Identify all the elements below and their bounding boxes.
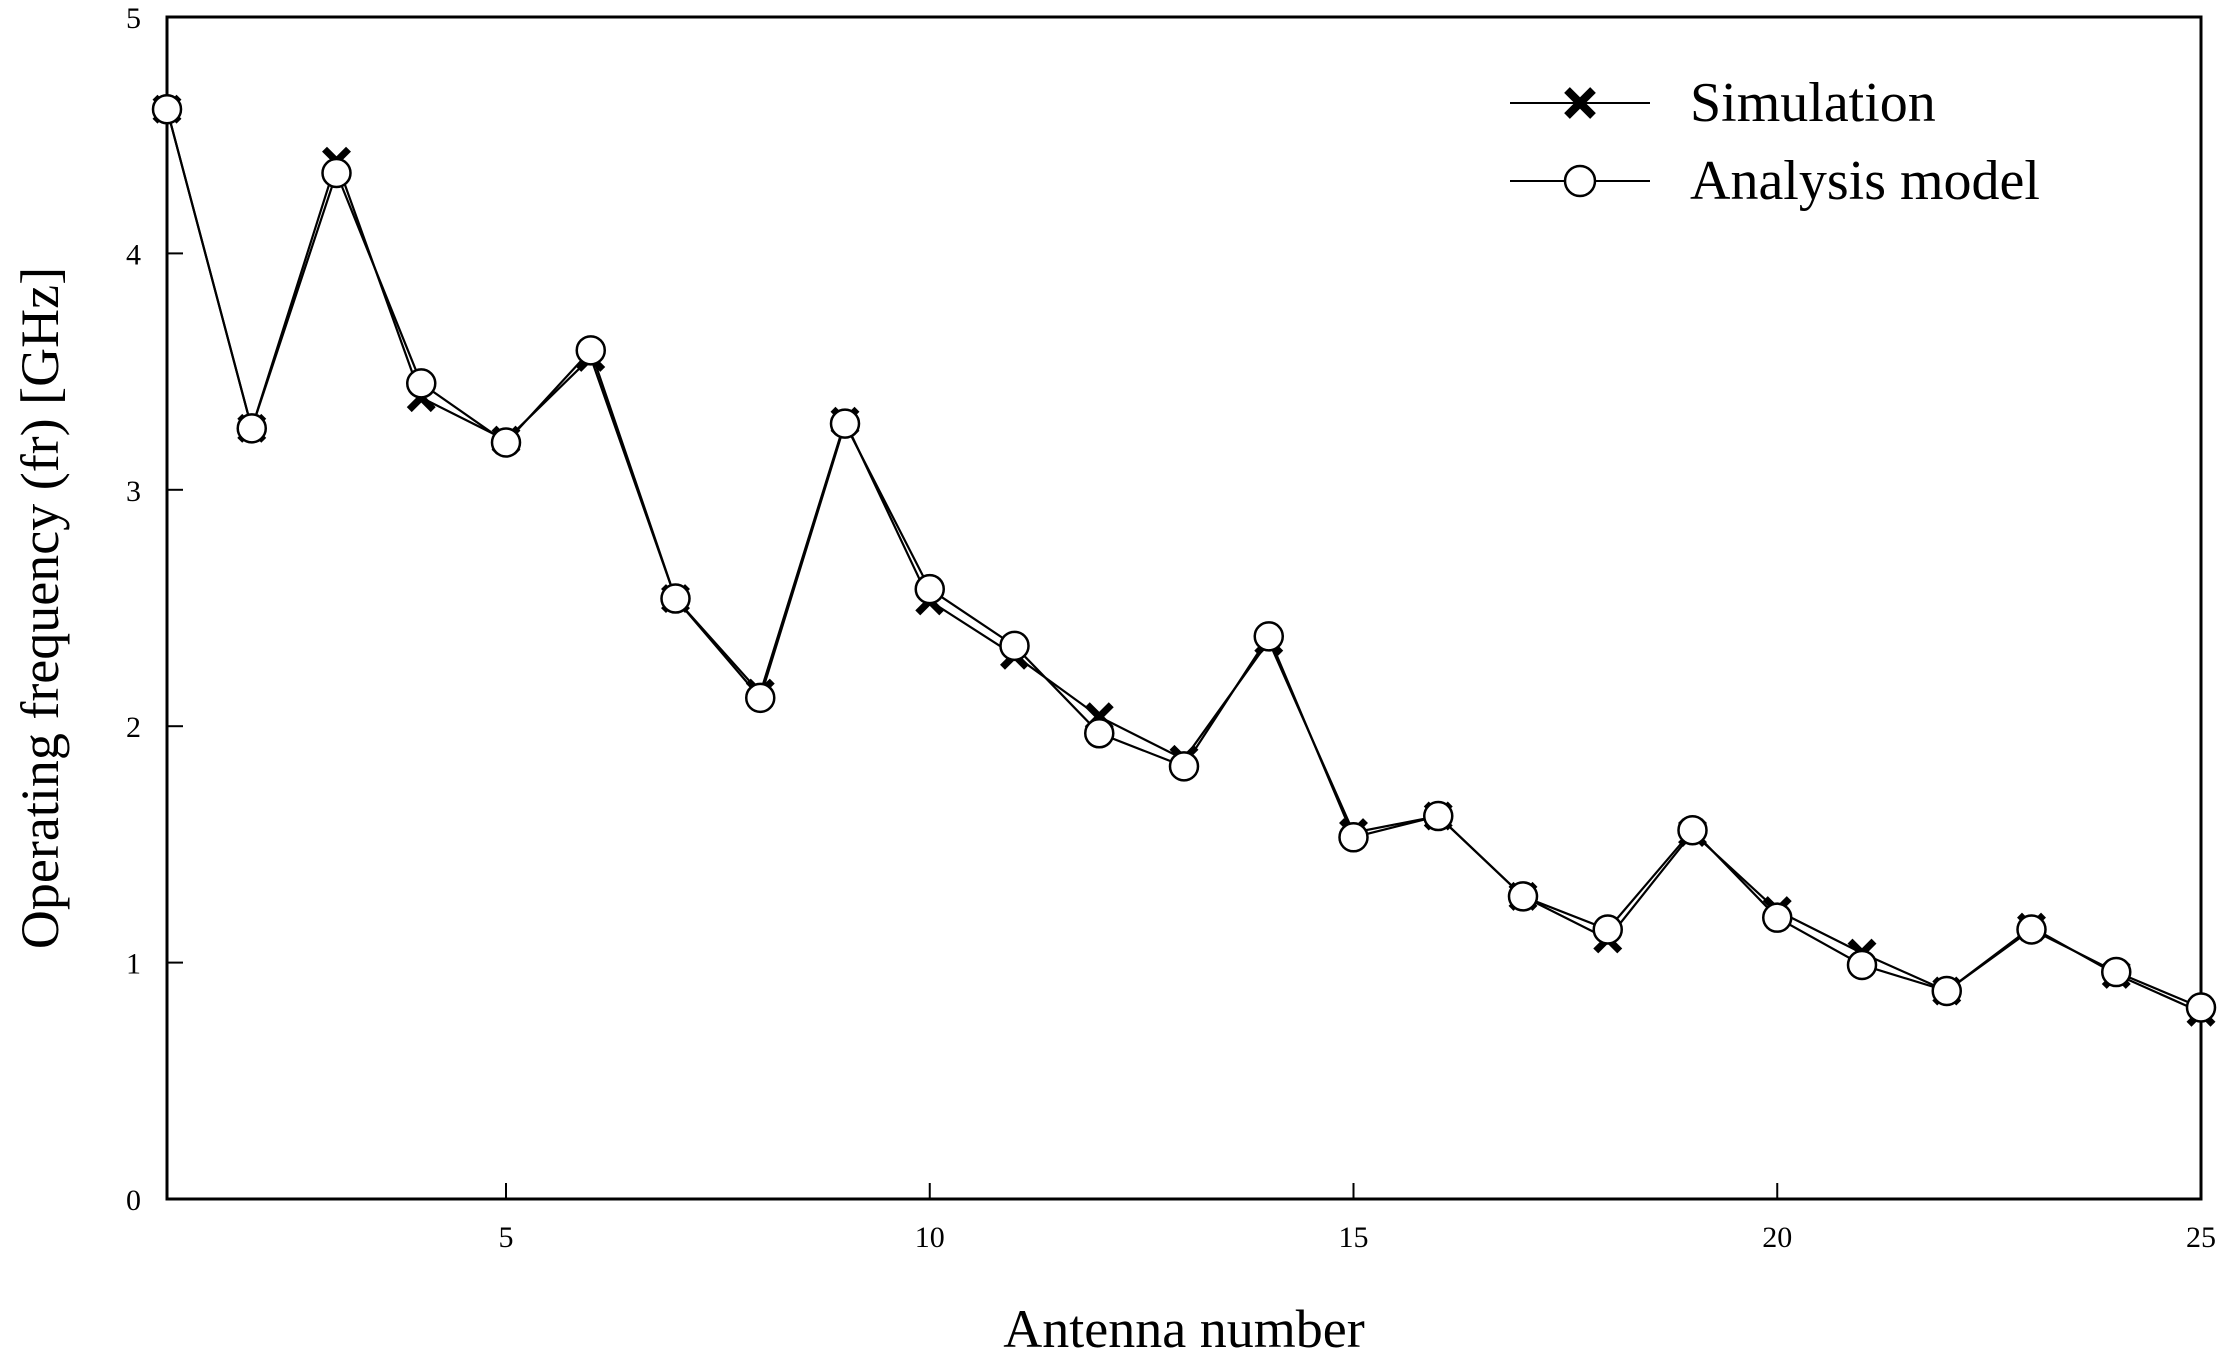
y-tick-label: 0 [126, 1184, 141, 1217]
axis-ticks: 0 1 2 3 4 5 5 10 15 20 25 [126, 2, 2216, 1254]
analysis-model-point [2185, 992, 2217, 1023]
x-tick-label: 25 [2186, 1221, 2216, 1254]
x-tick-label: 5 [499, 1221, 514, 1254]
analysis-model-point [999, 630, 1030, 662]
analysis-model-point [406, 368, 437, 399]
analysis-model-point [490, 427, 522, 458]
analysis-model-point [1423, 800, 1454, 832]
analysis-model-point [1592, 914, 1623, 945]
analysis-model-point [575, 335, 606, 366]
analysis-model-point [321, 157, 352, 189]
analysis-model-point [1253, 621, 1284, 652]
analysis-model-point [1084, 718, 1115, 749]
analysis-model-point [829, 408, 861, 439]
legend-marker-analysis [1563, 164, 1597, 198]
series-markers [151, 93, 2217, 1027]
analysis-model-point [151, 93, 183, 125]
analysis-model-point [2101, 956, 2132, 988]
analysis-model-point [1507, 881, 1539, 912]
analysis-model-point [1677, 814, 1708, 846]
analysis-model-point [660, 583, 691, 614]
y-tick-label: 5 [126, 2, 141, 35]
x-axis-title: Antenna number [1003, 1299, 1364, 1359]
analysis-model-point [1762, 902, 1793, 933]
analysis-model-point [914, 573, 945, 605]
series-line-simulation [165, 108, 2202, 1014]
analysis-model-point [1846, 949, 1878, 981]
y-tick-label: 2 [126, 711, 141, 744]
y-axis-title: Operating frequency (fr) [GHz] [10, 267, 70, 949]
legend-label-simulation: Simulation [1690, 72, 1936, 134]
analysis-model-point [1338, 822, 1369, 853]
analysis-model-point [1931, 975, 1962, 1007]
x-tick-label: 20 [1762, 1221, 1792, 1254]
x-tick-label: 10 [915, 1221, 945, 1254]
y-tick-label: 3 [126, 475, 141, 508]
legend: Simulation Analysis model [1510, 72, 2040, 212]
y-tick-label: 4 [126, 238, 141, 271]
x-tick-label: 15 [1339, 1221, 1369, 1254]
analysis-model-point [1168, 751, 1200, 782]
analysis-model-point [745, 682, 776, 714]
series-lines [165, 108, 2202, 1014]
series-line-analysis-model [165, 108, 2202, 1009]
legend-label-analysis: Analysis model [1690, 150, 2040, 212]
legend-marker-simulation [1564, 87, 1596, 119]
analysis-model-point [2016, 914, 2047, 945]
plot-frame [165, 15, 2203, 1201]
analysis-model-point [236, 413, 267, 444]
y-tick-label: 1 [126, 948, 141, 981]
